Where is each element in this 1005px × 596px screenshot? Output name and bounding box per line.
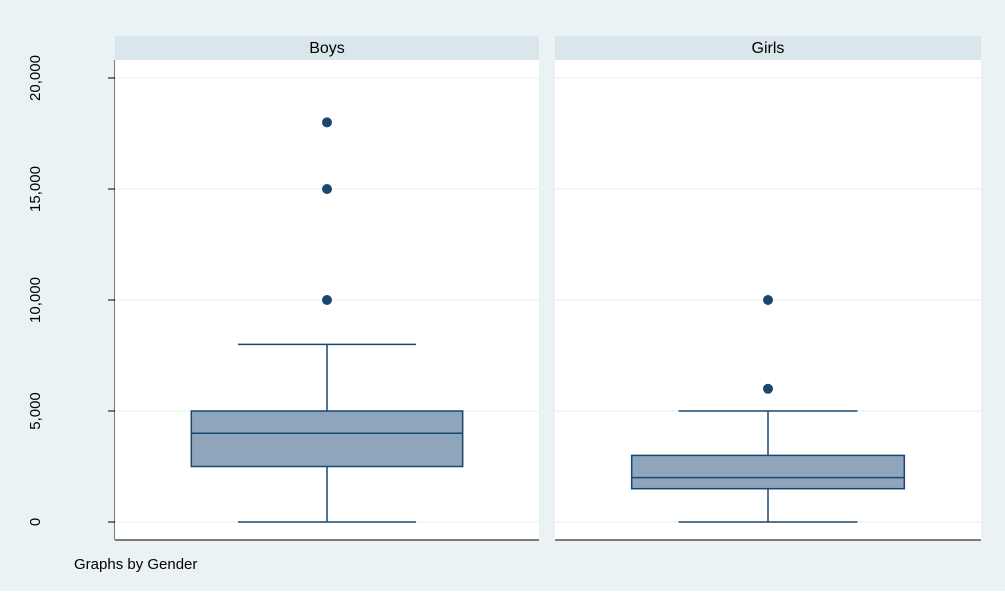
iqr-box [190,410,464,468]
y-tick-label: 15,000 [27,166,44,212]
outlier-point [322,184,332,194]
outlier-point [763,295,773,305]
panel-title: Boys [309,40,345,57]
graph-note: Graphs by Gender [74,556,197,573]
y-tick-label: 10,000 [27,277,44,323]
panel-header [555,36,981,60]
y-tick-label: 5,000 [27,392,44,430]
panel-header [115,36,539,60]
iqr-box [630,454,906,490]
outlier-point [322,295,332,305]
outlier-point [322,117,332,128]
outlier-point [763,383,773,394]
y-tick-label: 20,000 [27,55,44,101]
panel-title: Girls [752,40,785,57]
panel-girls: Girls [555,36,981,541]
y-tick-label: 0 [27,518,44,526]
panel-boys: Boys [115,36,539,541]
panels: Boys Girls [115,36,981,541]
